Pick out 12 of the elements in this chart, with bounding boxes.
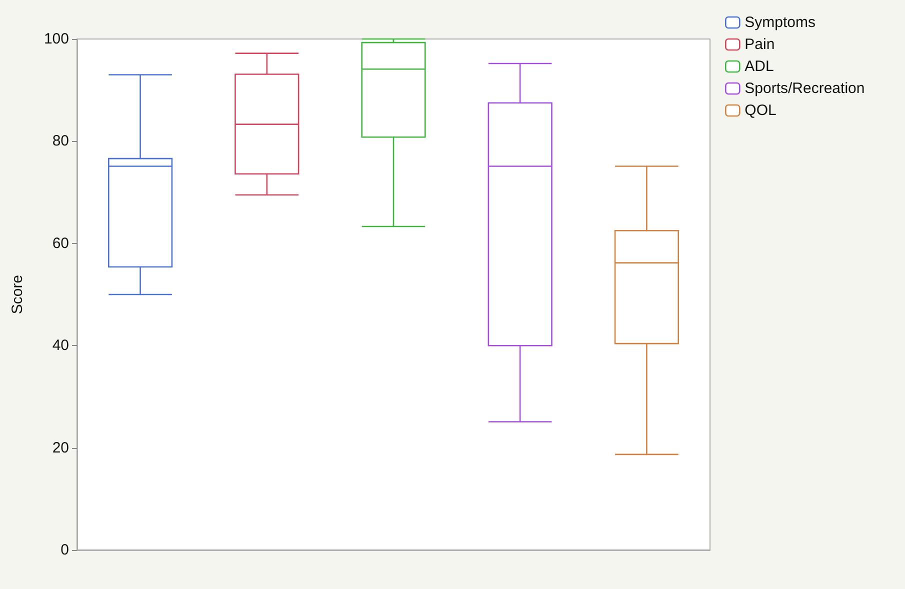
y-tick-label: 20 bbox=[52, 439, 69, 456]
legend-label: Pain bbox=[744, 36, 775, 53]
legend-label: Symptoms bbox=[744, 14, 816, 31]
legend-label: ADL bbox=[744, 58, 774, 75]
y-tick-label: 40 bbox=[52, 337, 69, 354]
y-tick-label: 60 bbox=[52, 234, 69, 252]
y-tick-label: 80 bbox=[52, 132, 69, 150]
legend-label: Sports/Recreation bbox=[744, 80, 865, 97]
y-axis-title: Score bbox=[9, 274, 26, 314]
legend-label: QOL bbox=[744, 102, 776, 119]
y-tick-label: 100 bbox=[44, 30, 69, 48]
y-tick-label: 0 bbox=[60, 542, 69, 558]
